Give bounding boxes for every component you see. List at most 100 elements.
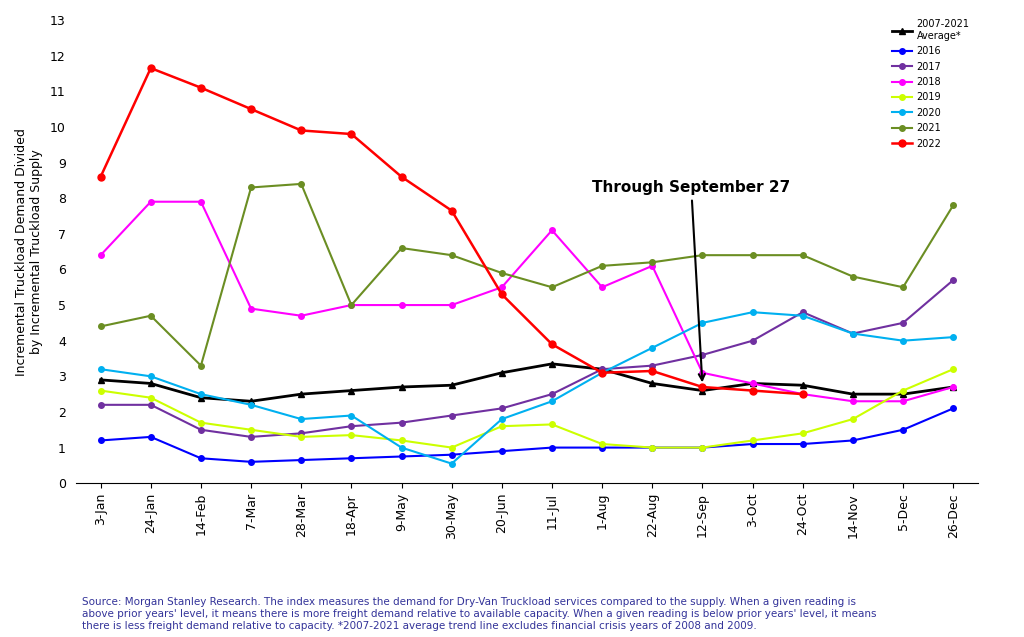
Text: Source: Morgan Stanley Research. The index measures the demand for Dry-Van Truck: Source: Morgan Stanley Research. The ind…	[82, 598, 877, 631]
2020	[144, 373, 157, 380]
2022	[245, 105, 257, 113]
2007-2021
Average*	[797, 382, 809, 389]
Y-axis label: Incremental Truckload Demand Divided
by Incremental Truckload Supply: Incremental Truckload Demand Divided by …	[15, 127, 43, 376]
2021	[546, 283, 558, 291]
2007-2021
Average*	[596, 366, 608, 373]
2021	[295, 180, 307, 188]
2020	[746, 308, 759, 316]
2019	[195, 419, 207, 426]
2019	[596, 440, 608, 448]
2021	[646, 259, 658, 266]
2022	[445, 207, 458, 215]
2020	[445, 460, 458, 468]
2007-2021
Average*	[546, 360, 558, 368]
2007-2021
Average*	[746, 380, 759, 387]
2018	[797, 390, 809, 398]
2021	[144, 312, 157, 320]
2007-2021
Average*	[245, 397, 257, 405]
2017	[345, 422, 357, 430]
2007-2021
Average*	[295, 390, 307, 398]
2018	[847, 397, 859, 405]
2021	[345, 301, 357, 309]
2020	[797, 312, 809, 320]
2017	[847, 330, 859, 338]
Line: 2016: 2016	[98, 406, 956, 464]
2016	[195, 454, 207, 462]
2018	[596, 283, 608, 291]
2021	[897, 283, 909, 291]
2018	[947, 383, 959, 391]
2019	[797, 429, 809, 437]
2007-2021
Average*	[94, 376, 106, 383]
2018	[345, 301, 357, 309]
2019	[897, 387, 909, 394]
2018	[897, 397, 909, 405]
2017	[94, 401, 106, 409]
2018	[696, 369, 709, 376]
2017	[746, 337, 759, 345]
2020	[195, 390, 207, 398]
2020	[947, 333, 959, 341]
2007-2021
Average*	[646, 380, 658, 387]
2016	[345, 454, 357, 462]
2018	[144, 198, 157, 206]
2016	[144, 433, 157, 441]
2020	[245, 401, 257, 409]
2020	[546, 397, 558, 405]
2016	[245, 458, 257, 466]
2022	[496, 290, 508, 298]
2017	[546, 390, 558, 398]
2020	[596, 369, 608, 376]
Line: 2007-2021
Average*: 2007-2021 Average*	[97, 361, 956, 404]
2020	[646, 344, 658, 352]
2021	[746, 252, 759, 259]
2007-2021
Average*	[947, 383, 959, 391]
2020	[345, 412, 357, 419]
2022	[746, 387, 759, 394]
2016	[596, 444, 608, 452]
2017	[295, 429, 307, 437]
2007-2021
Average*	[696, 387, 709, 394]
2019	[94, 387, 106, 394]
2016	[696, 444, 709, 452]
2021	[947, 201, 959, 209]
2007-2021
Average*	[395, 383, 408, 391]
2019	[345, 431, 357, 439]
2016	[797, 440, 809, 448]
2018	[245, 304, 257, 312]
Line: 2021: 2021	[98, 181, 956, 368]
2019	[496, 422, 508, 430]
2017	[696, 351, 709, 359]
2007-2021
Average*	[847, 390, 859, 398]
2018	[395, 301, 408, 309]
2016	[947, 404, 959, 412]
Legend: 2007-2021
Average*, 2016, 2017, 2018, 2019, 2020, 2021, 2022: 2007-2021 Average*, 2016, 2017, 2018, 20…	[889, 15, 974, 152]
2021	[496, 269, 508, 277]
2022	[546, 340, 558, 348]
2019	[696, 444, 709, 452]
2019	[746, 436, 759, 444]
2020	[395, 444, 408, 452]
2020	[94, 366, 106, 373]
2019	[847, 415, 859, 423]
2016	[445, 451, 458, 459]
2020	[897, 337, 909, 345]
2007-2021
Average*	[144, 380, 157, 387]
2016	[94, 436, 106, 444]
2022	[345, 130, 357, 138]
2021	[245, 183, 257, 191]
2018	[295, 312, 307, 320]
Line: 2022: 2022	[97, 64, 806, 397]
2016	[746, 440, 759, 448]
2022	[144, 64, 157, 72]
2017	[897, 319, 909, 327]
2007-2021
Average*	[195, 394, 207, 401]
2019	[646, 444, 658, 452]
2021	[696, 252, 709, 259]
2019	[947, 366, 959, 373]
2020	[295, 415, 307, 423]
2007-2021
Average*	[345, 387, 357, 394]
2022	[195, 84, 207, 92]
2022	[94, 173, 106, 181]
2019	[295, 433, 307, 441]
